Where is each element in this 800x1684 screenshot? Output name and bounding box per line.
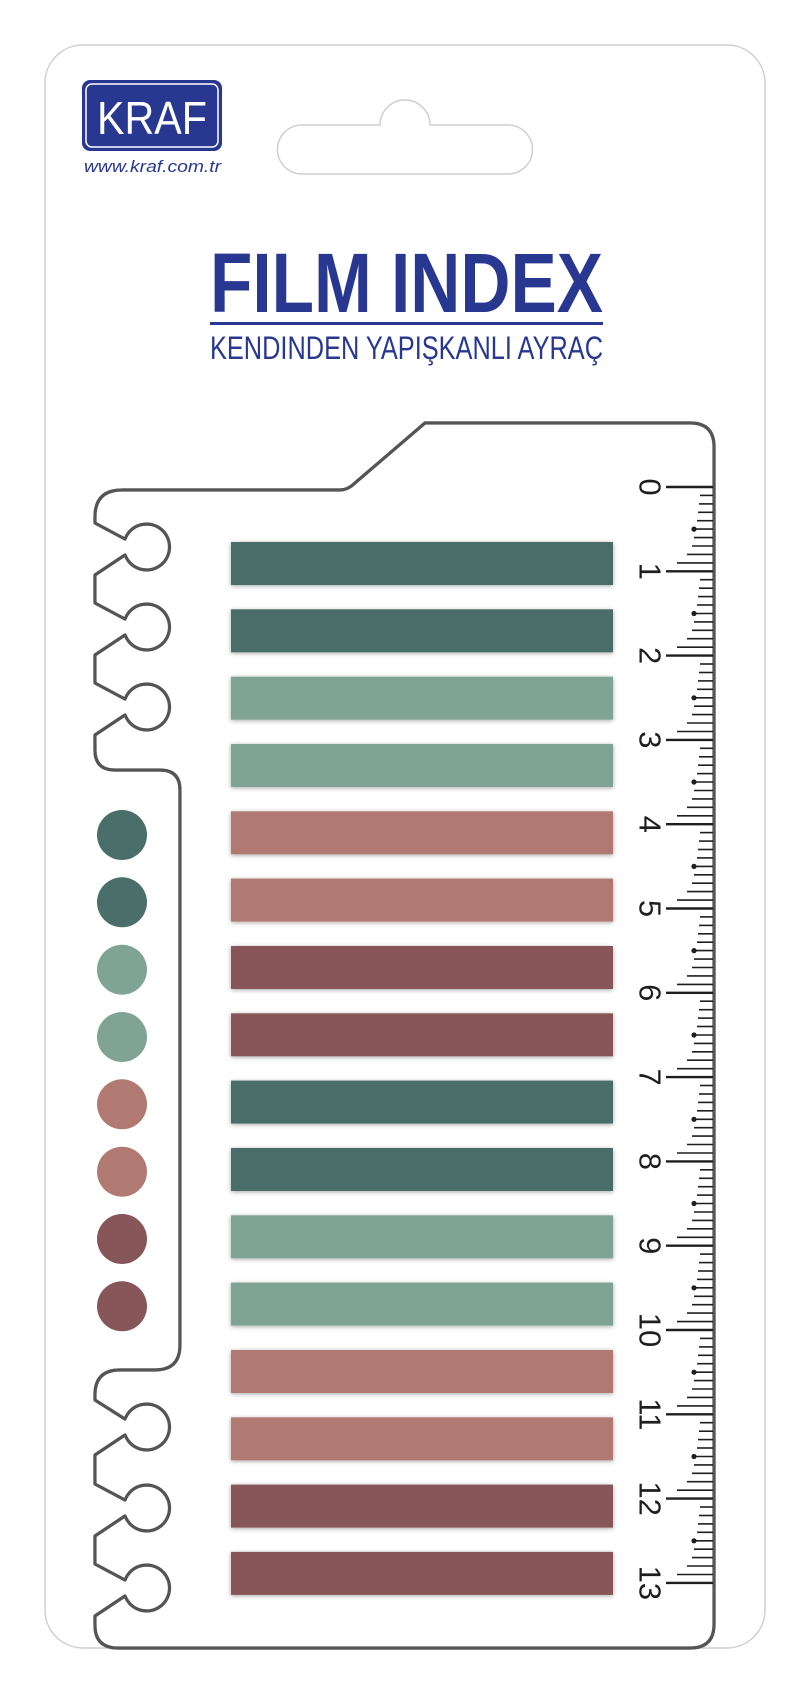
color-swatch-dot	[97, 1214, 147, 1264]
index-tab[interactable]	[231, 1013, 613, 1057]
ruler-label: 1	[633, 563, 668, 580]
ruler-half-mark-dot	[691, 1369, 697, 1375]
ruler-half-mark-dot	[691, 1116, 697, 1122]
index-tab[interactable]	[231, 744, 613, 787]
ruler-label: 13	[633, 1566, 668, 1600]
product-subtitle: KENDINDEN YAPIŞKANLI AYRAÇ	[210, 330, 603, 366]
ruler-label: 7	[633, 1068, 668, 1085]
index-tab[interactable]	[231, 1484, 613, 1528]
ruler-label: 0	[633, 478, 668, 495]
ruler-label: 6	[633, 984, 668, 1001]
index-tab[interactable]	[231, 542, 613, 585]
color-swatches	[97, 810, 147, 1332]
index-tab[interactable]	[231, 609, 613, 653]
ruler-label: 4	[633, 816, 668, 833]
color-swatch-dot	[97, 810, 147, 860]
ruler-half-mark-dot	[691, 1200, 697, 1207]
ruler-half-mark-dot	[691, 1285, 697, 1291]
ruler-half-mark-dot	[691, 863, 697, 870]
index-tab[interactable]	[231, 1417, 613, 1461]
ruler-label: 8	[633, 1153, 668, 1170]
hanger-hole	[276, 99, 534, 175]
color-swatch-dot	[97, 1079, 147, 1130]
ruler-label: 9	[633, 1237, 668, 1254]
index-tab[interactable]	[231, 878, 613, 922]
ruler-half-mark-dot	[691, 1032, 697, 1038]
ruler-half-mark-dot	[691, 1538, 697, 1544]
color-swatch-dot	[97, 877, 147, 928]
index-tab[interactable]	[231, 676, 613, 720]
index-tab[interactable]	[231, 1148, 613, 1191]
index-tab[interactable]	[231, 1215, 613, 1259]
ruler-half-mark-dot	[691, 526, 697, 532]
ruler-label: 12	[633, 1481, 668, 1515]
color-swatch-dot	[97, 944, 147, 995]
ruler-label: 3	[633, 731, 668, 748]
color-swatch-dot	[97, 1281, 147, 1332]
ruler-half-mark-dot	[691, 610, 697, 617]
color-swatch-dot	[97, 1146, 147, 1197]
color-swatch-dot	[97, 1012, 147, 1062]
film-index-tabs	[231, 542, 613, 1595]
index-tab[interactable]	[231, 1551, 613, 1595]
index-tab[interactable]	[231, 811, 613, 855]
kraf-logo: KRAF	[82, 80, 222, 151]
ruler-half-mark-dot	[691, 695, 697, 701]
ruler-label: 10	[633, 1313, 668, 1347]
product-title: FILM INDEX	[210, 236, 603, 330]
index-tab[interactable]	[231, 1282, 613, 1326]
ruler-label: 5	[633, 900, 668, 917]
index-tab[interactable]	[231, 1080, 613, 1124]
ruler-half-mark-dot	[691, 948, 697, 954]
website-url: www.kraf.com.tr	[84, 157, 223, 176]
ruler-label: 2	[633, 647, 668, 664]
logo-text: KRAF	[97, 92, 207, 144]
ruler-label: 11	[633, 1398, 668, 1430]
index-tab[interactable]	[231, 1350, 613, 1393]
ruler-half-mark-dot	[691, 1453, 697, 1460]
ruler-half-mark-dot	[691, 779, 697, 785]
index-tab[interactable]	[231, 946, 613, 989]
title-underline	[210, 322, 603, 325]
